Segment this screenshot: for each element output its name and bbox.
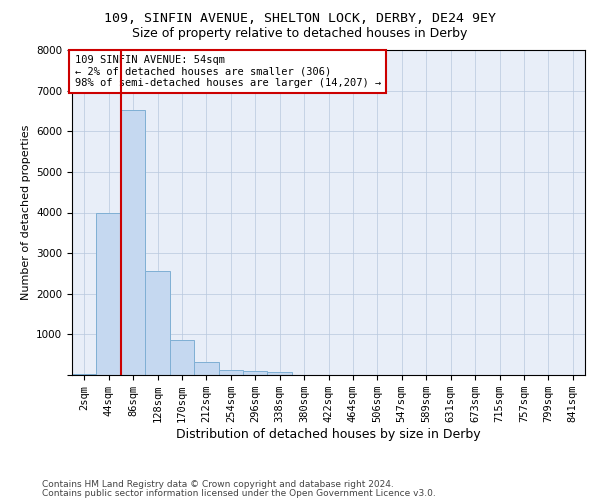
Bar <box>121 110 145 375</box>
Bar <box>218 370 243 375</box>
Text: Contains HM Land Registry data © Crown copyright and database right 2024.: Contains HM Land Registry data © Crown c… <box>42 480 394 489</box>
Bar <box>243 370 268 375</box>
Bar <box>170 340 194 375</box>
X-axis label: Distribution of detached houses by size in Derby: Distribution of detached houses by size … <box>176 428 481 441</box>
Bar <box>145 270 170 375</box>
Text: Size of property relative to detached houses in Derby: Size of property relative to detached ho… <box>133 28 467 40</box>
Bar <box>72 374 97 375</box>
Text: 109, SINFIN AVENUE, SHELTON LOCK, DERBY, DE24 9EY: 109, SINFIN AVENUE, SHELTON LOCK, DERBY,… <box>104 12 496 26</box>
Text: 109 SINFIN AVENUE: 54sqm
← 2% of detached houses are smaller (306)
98% of semi-d: 109 SINFIN AVENUE: 54sqm ← 2% of detache… <box>74 55 381 88</box>
Text: Contains public sector information licensed under the Open Government Licence v3: Contains public sector information licen… <box>42 489 436 498</box>
Y-axis label: Number of detached properties: Number of detached properties <box>20 125 31 300</box>
Bar <box>97 214 121 375</box>
Bar <box>268 372 292 375</box>
Bar <box>194 362 218 375</box>
